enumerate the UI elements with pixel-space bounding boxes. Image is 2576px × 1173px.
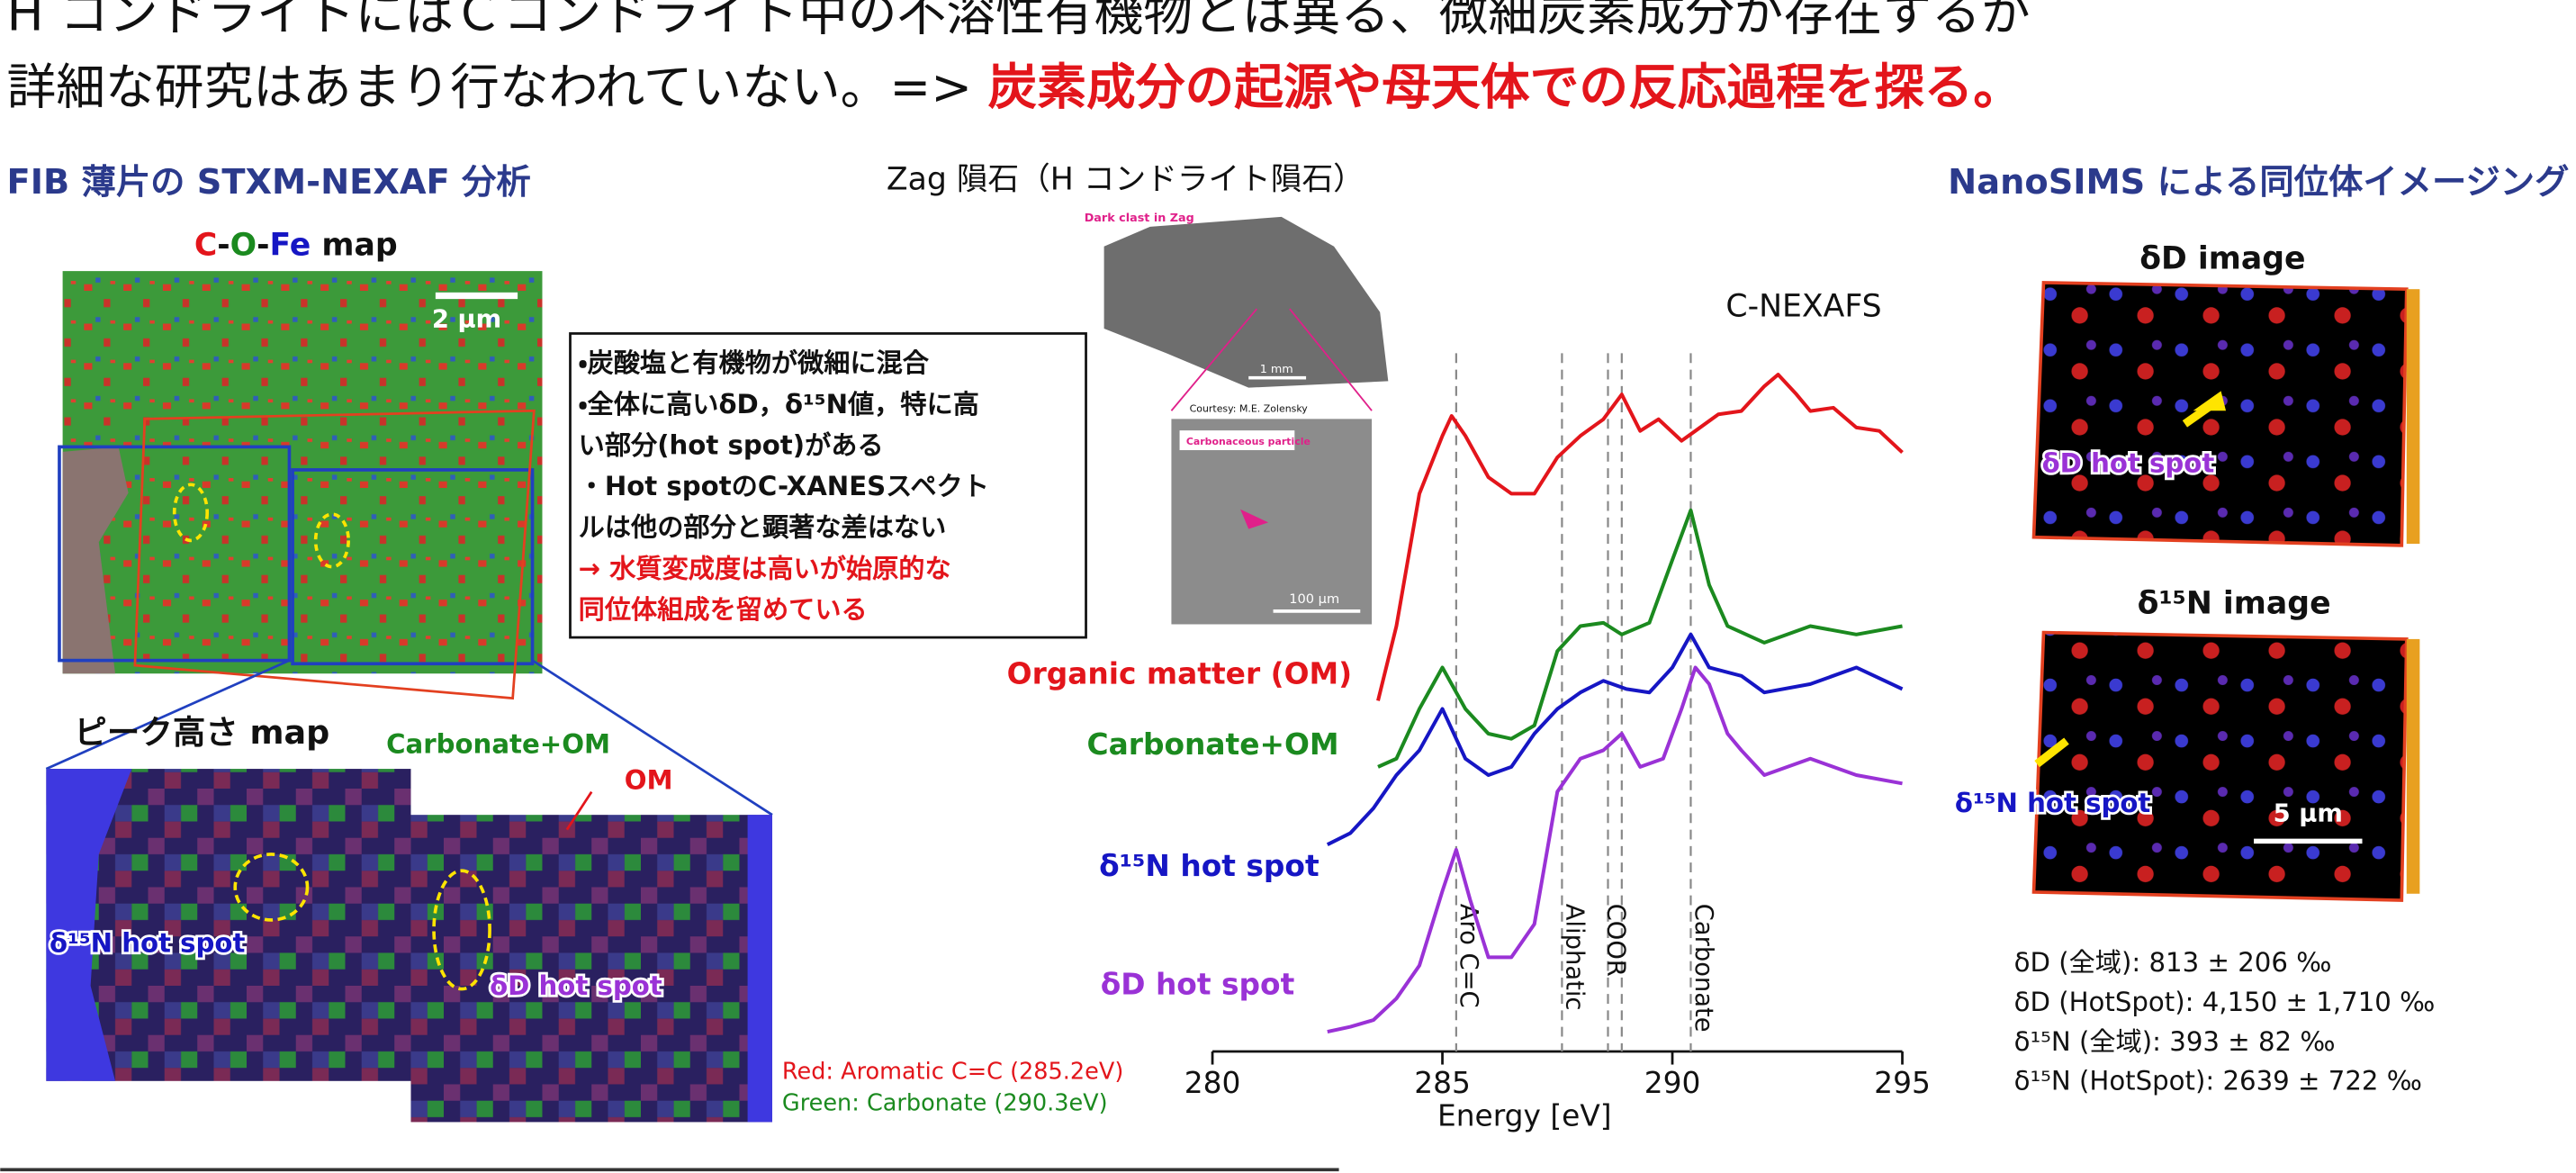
bullet-line: ・全体に高いδD，δ¹⁵N値，特に高 [579,389,979,420]
nanosims-image [2034,283,2420,546]
header-line: 詳細な研究はあまり行なわれていない。=> 炭素成分の起源や母天体での反応過程を探… [7,58,2022,115]
chart: C-NEXAFS Energy [eV] 280 285 290 295 Aro C=C… [1007,288,1931,1132]
x-tick-label: 295 [1874,1066,1931,1100]
stats-list: δD (全域): 813 ± 206 ‰ δD (HotSpot): 4,150 … [2014,947,2436,1096]
reference-label: Aro C=C [1455,904,1482,1008]
image-title: δD image [2139,240,2305,276]
map-title-part: map [311,228,397,264]
x-tick-label: 280 [1184,1066,1241,1100]
bullet-list: ・炭酸塩と有機物が微細に混合・全体に高いδD，δ¹⁵N値，特に高 い部分(hot… [579,347,989,625]
reference-label: Carbonate [1689,904,1717,1033]
header-emphasis: 炭素成分の起源や母天体での反応過程を探る。 [988,58,2022,115]
bullet-line: ・炭酸塩と有機物が微細に混合 [579,347,930,378]
reference-label: Aliphatic [1561,904,1589,1011]
scale-bar-label: 2 μm [432,305,501,333]
stat-line: δD (全域): 813 ± 206 ‰ [2014,947,2332,978]
image-label: 1 mm [1260,363,1293,376]
bullet-line: い部分(hot spot)がある [579,429,884,460]
x-tick-label: 290 [1644,1066,1701,1100]
image-title: δ¹⁵N image [2138,586,2331,622]
slide: H コンドライトにはＣコンドライト中の不溶性有機物とは異る、微細炭素成分が存在す… [0,0,2576,1173]
conclusion-line: 同位体組成を留めている [579,594,868,625]
series-label: δ¹⁵N hot spot [1099,849,1320,883]
reference-label: COOR [1602,904,1630,977]
bullet-line: ルは他の部分と顕著な差はない [579,512,947,543]
nanosims-image [2034,633,2420,900]
legend-text: Red: Aromatic C=C (285.2eV) [782,1059,1123,1086]
image-label: δD hot spot [2042,447,2215,478]
image-label: Carbonaceous particle [1186,436,1311,447]
image-label: 100 μm [1289,591,1339,607]
series-label: Organic matter (OM) [1007,657,1352,691]
section-title: NanoSIMS による同位体イメージング [1948,162,2569,203]
scale-bar-label: 5 μm [2274,800,2343,828]
chart-title: C-NEXAFS [1725,288,1881,324]
stat-line: δ¹⁵N (HotSpot): 2639 ± 722 ‰ [2014,1066,2422,1096]
header-text: 詳細な研究はあまり行なわれていない。=> [7,58,988,115]
map-label: δD hot spot [490,970,662,1001]
image-label: δ¹⁵N hot spot [1955,788,2150,818]
map-title: ピーク高さ map [74,713,329,752]
bullet-line: ・Hot spotのC-XANESスペクト [579,471,989,501]
image-label: Courtesy: M.E. Zolensky [1190,402,1309,414]
stat-line: δ¹⁵N (全域): 393 ± 82 ‰ [2014,1026,2336,1057]
section-title: FIB 薄片の STXM-NEXAF 分析 [7,162,531,203]
map-label: OM [625,765,673,796]
map-title-part: - [257,228,269,264]
series-label: δD hot spot [1101,967,1295,1001]
map-title-part: Fe [270,228,311,264]
section-title: Zag 隕石（H コンドライト隕石） [887,162,1365,198]
map-title-part: C [194,228,217,264]
x-axis-label: Energy [eV] [1437,1098,1612,1132]
header-line: H コンドライトにはＣコンドライト中の不溶性有機物とは異る、微細炭素成分が存在す… [7,0,2031,41]
conclusion-line: → 水質変成度は高いが始原的な [579,553,951,583]
map-label: Carbonate+OM [386,729,610,760]
series-label: Carbonate+OM [1087,727,1339,762]
map-title-part: O [230,228,257,264]
legend-text: Green: Carbonate (290.3eV) [782,1089,1108,1116]
image-label: Dark clast in Zag [1085,212,1194,225]
map-title-part: - [217,228,230,264]
stat-line: δD (HotSpot): 4,150 ± 1,710 ‰ [2014,987,2436,1017]
map-title: C-O-Fe map [194,228,398,264]
x-tick-label: 285 [1414,1066,1471,1100]
map-label: δ¹⁵N hot spot [50,927,245,958]
